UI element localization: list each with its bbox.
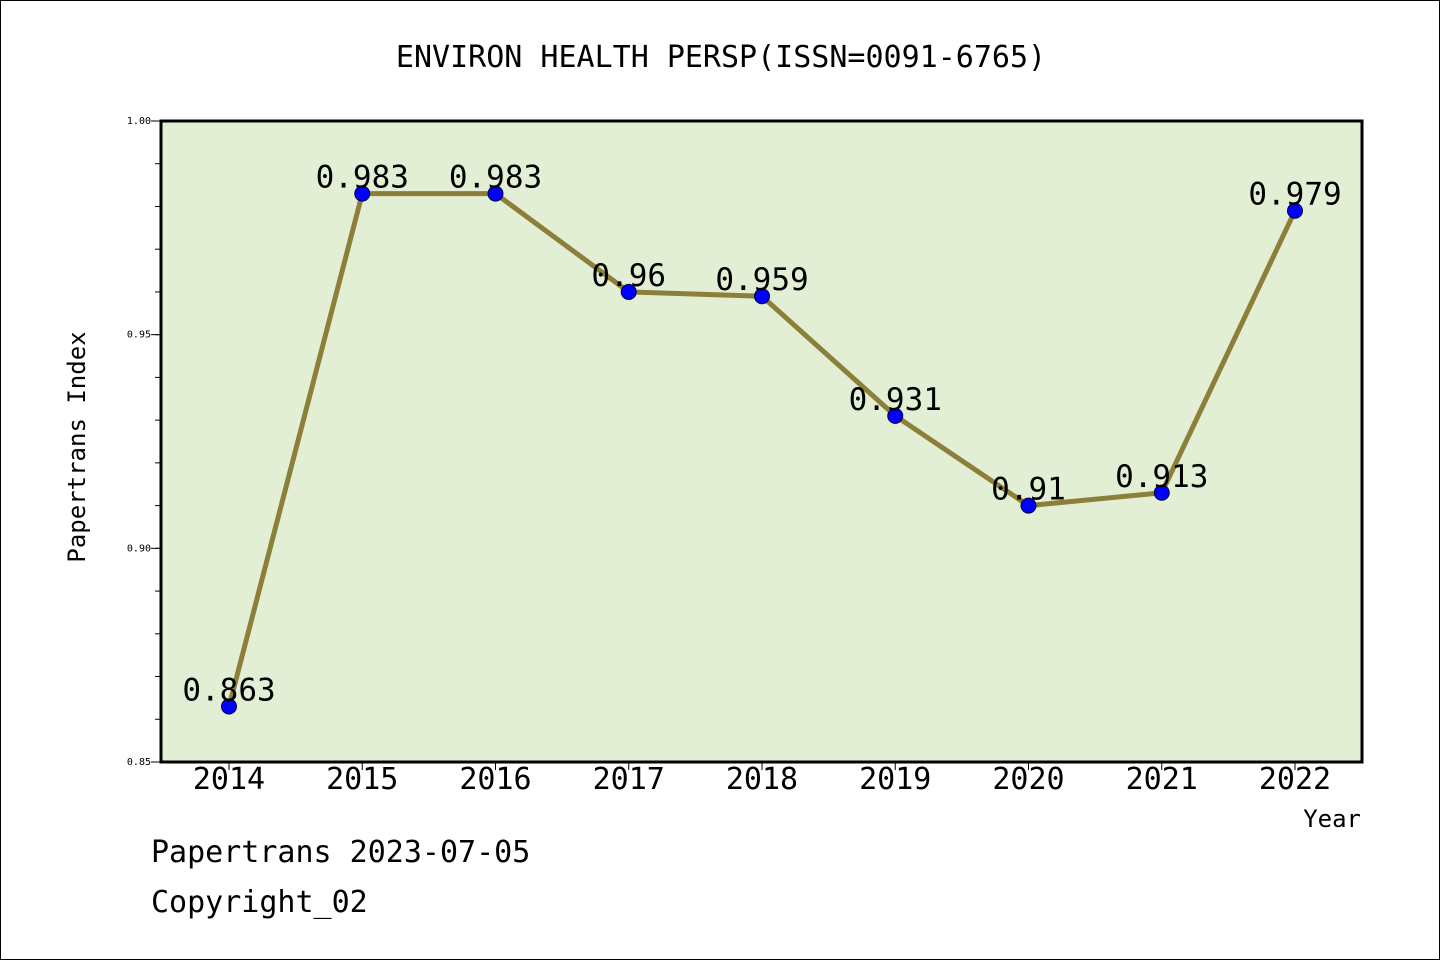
data-point-marker — [221, 698, 237, 715]
x-axis-ticks: 2014 2015 2016 2017 2018 2019 2020 2021 2022 — [193, 762, 1331, 797]
data-point-marker — [887, 407, 904, 424]
y-tick-label: 1.00 — [127, 116, 151, 127]
data-point-marker — [487, 185, 504, 202]
plot-area — [159, 119, 1364, 764]
x-tick-label: 2015 — [326, 762, 398, 797]
x-tick-label: 2018 — [726, 762, 798, 797]
data-label: 0.983 — [449, 160, 542, 196]
y-tick-label: 0.85 — [127, 757, 151, 768]
x-tick-label: 2016 — [459, 762, 531, 797]
footer-copyright: Copyright_02 — [151, 885, 368, 920]
x-axis-label: Year — [1303, 805, 1361, 833]
data-point-marker — [620, 283, 637, 300]
data-label: 0.913 — [1115, 459, 1208, 495]
data-label: 0.863 — [182, 672, 275, 708]
data-label: 0.959 — [715, 262, 808, 298]
data-point-marker — [1020, 497, 1037, 514]
x-tick-label: 2021 — [1126, 762, 1198, 797]
y-tick-label: 0.90 — [127, 543, 151, 554]
y-axis-ticks: 0.85 0.90 0.95 1.00 — [127, 116, 161, 768]
data-labels: 0.863 0.983 0.983 0.96 0.959 0.931 0.91 0.913 0.… — [182, 160, 1341, 709]
data-label: 0.983 — [316, 160, 409, 196]
data-point-marker — [1153, 484, 1170, 501]
data-point-marker — [754, 288, 770, 305]
data-markers — [221, 185, 1303, 715]
x-tick-label: 2017 — [593, 762, 665, 797]
x-tick-label: 2022 — [1259, 762, 1331, 797]
footer-date: Papertrans 2023-07-05 — [151, 835, 531, 870]
data-point-marker — [1287, 202, 1303, 219]
data-label: 0.91 — [991, 472, 1066, 508]
y-axis-label: Papertrans Index — [63, 331, 91, 562]
x-tick-label: 2020 — [992, 762, 1064, 797]
y-tick-label: 0.95 — [127, 330, 151, 341]
data-label: 0.931 — [849, 382, 942, 418]
data-point-marker — [354, 185, 371, 202]
x-tick-label: 2019 — [859, 762, 931, 797]
data-label: 0.96 — [591, 258, 666, 294]
chart-title: ENVIRON HEALTH PERSP(ISSN=0091-6765) — [396, 40, 1046, 75]
data-label: 0.979 — [1248, 177, 1341, 213]
x-tick-label: 2014 — [193, 762, 265, 797]
